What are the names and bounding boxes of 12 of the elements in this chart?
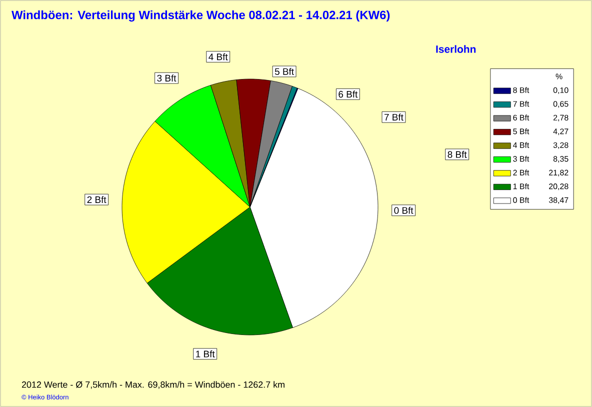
slice-label: 3 Bft: [157, 74, 176, 82]
chart-title: Windböen: Verteilung Windstärke Woche 08.02.21 - 14.02.21 (KW6): [12, 10, 390, 22]
slice-label: 4 Bft: [208, 53, 228, 60]
slice-label: 2 Bft: [87, 196, 106, 204]
chart-subtitle: Iserlohn: [436, 45, 476, 53]
category-label: 7 Bft: [384, 114, 404, 121]
category-label: 8 Bft: [448, 150, 467, 158]
slice-label: 0 Bft: [394, 206, 414, 214]
slice-label: 1 Bft: [196, 350, 215, 358]
slice-label: 5 Bft: [274, 68, 294, 75]
text: 2012 Werte - Ø 7,5km/h - Max. 69,8km/h = Windböen - 1262.7 km: [22, 381, 284, 389]
category-label: 6 Bft: [338, 90, 358, 98]
